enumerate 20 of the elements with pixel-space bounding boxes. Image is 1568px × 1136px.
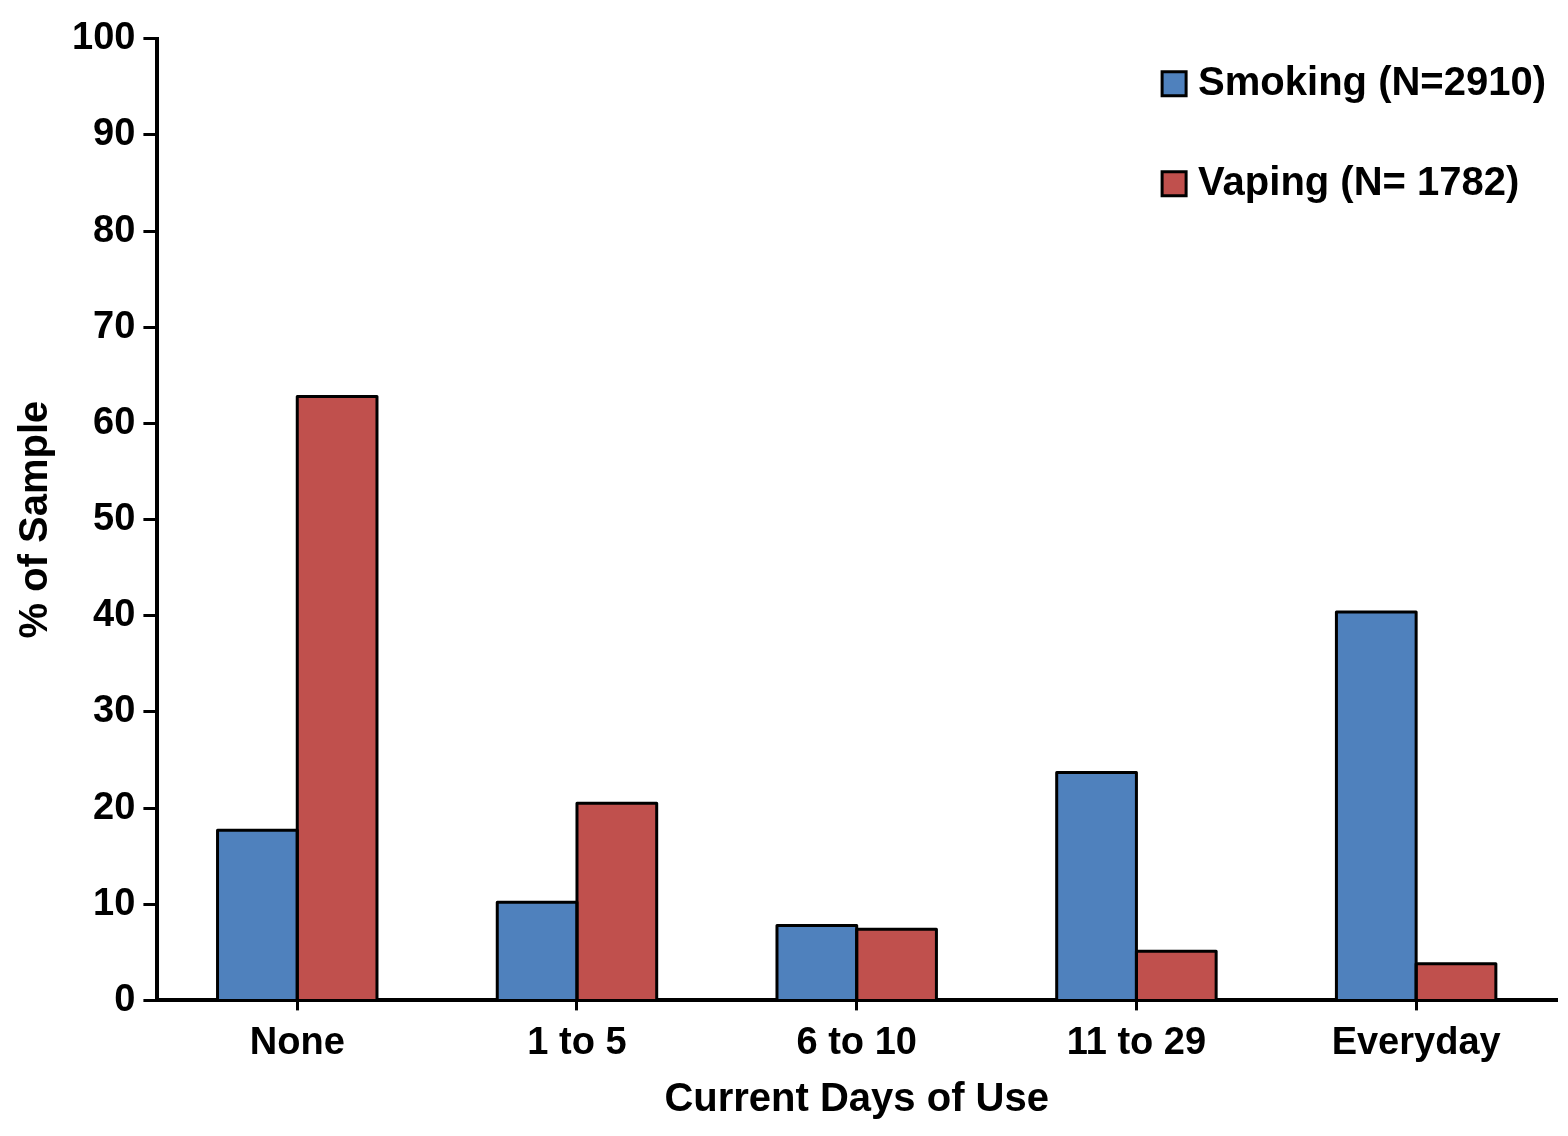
y-tick-label: 70 [93, 303, 136, 346]
x-tick-label: Everyday [1331, 1019, 1501, 1062]
x-axis-title: Current Days of Use [664, 1075, 1049, 1120]
legend-label: Smoking (N=2910) [1198, 58, 1546, 103]
y-tick-label: 100 [72, 15, 136, 58]
x-tick-label: None [249, 1019, 345, 1062]
x-tick-label: 11 to 29 [1066, 1019, 1207, 1062]
y-tick-label: 20 [93, 784, 136, 827]
y-tick-label: 0 [114, 976, 136, 1019]
y-tick-label: 10 [93, 880, 136, 923]
x-tick-label: 1 to 5 [527, 1019, 627, 1062]
y-axis-title: % of Sample [11, 400, 56, 639]
x-tick-label: 6 to 10 [796, 1019, 917, 1062]
y-tick-label: 40 [93, 592, 136, 635]
y-tick-label: 90 [93, 111, 136, 154]
legend-label: Vaping (N= 1782) [1198, 158, 1520, 203]
y-tick-label: 30 [93, 688, 136, 731]
y-tick-label: 50 [93, 496, 136, 539]
y-tick-label: 60 [93, 399, 136, 442]
y-tick-label: 80 [93, 207, 136, 250]
